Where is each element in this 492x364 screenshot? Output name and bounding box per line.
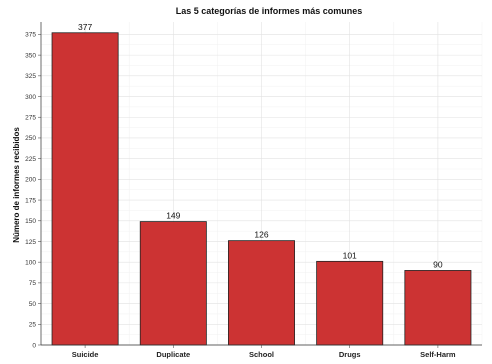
y-tick-label: 375 bbox=[25, 32, 36, 39]
bar-duplicate bbox=[139, 221, 207, 346]
bar-self-harm bbox=[404, 270, 472, 346]
y-tick-label: 150 bbox=[25, 218, 36, 225]
data-label: 90 bbox=[433, 259, 443, 269]
data-label: 126 bbox=[254, 230, 268, 240]
y-tick-label: 100 bbox=[25, 259, 36, 266]
y-tick-label: 75 bbox=[29, 280, 37, 287]
y-tick-label: 200 bbox=[25, 177, 36, 184]
y-tick-label: 275 bbox=[25, 115, 36, 122]
y-tick-label: 0 bbox=[32, 342, 36, 349]
y-axis-label: Número de informes recibidos bbox=[12, 127, 21, 243]
y-tick-label: 350 bbox=[25, 52, 36, 59]
data-label: 101 bbox=[343, 250, 357, 260]
y-tick-label: 225 bbox=[25, 156, 36, 163]
bar-school bbox=[228, 240, 295, 346]
bar-drugs bbox=[316, 260, 384, 346]
x-tick-label: Self-Harm bbox=[420, 350, 456, 359]
x-tick-label: Duplicate bbox=[156, 350, 190, 359]
data-label: 377 bbox=[78, 22, 92, 32]
y-tick-label: 125 bbox=[25, 239, 36, 246]
y-tick-label: 325 bbox=[25, 73, 36, 80]
x-tick-label: Drugs bbox=[339, 350, 361, 359]
x-tick-label: School bbox=[249, 350, 274, 359]
data-label: 149 bbox=[166, 211, 180, 221]
plot-area: 0 25 50 75 100 125 150 175 200 225 250 275 300 325 350… bbox=[25, 22, 483, 359]
bar-suicide bbox=[51, 32, 119, 346]
y-tick-label: 250 bbox=[25, 135, 36, 142]
y-tick-label: 175 bbox=[25, 197, 36, 204]
x-tick-label: Suicide bbox=[72, 350, 99, 359]
y-tick-label: 25 bbox=[29, 322, 37, 329]
chart-title: Las 5 categorías de informes más comunes bbox=[176, 6, 363, 16]
y-tick-label: 50 bbox=[29, 301, 37, 308]
y-tick-label: 300 bbox=[25, 94, 36, 101]
